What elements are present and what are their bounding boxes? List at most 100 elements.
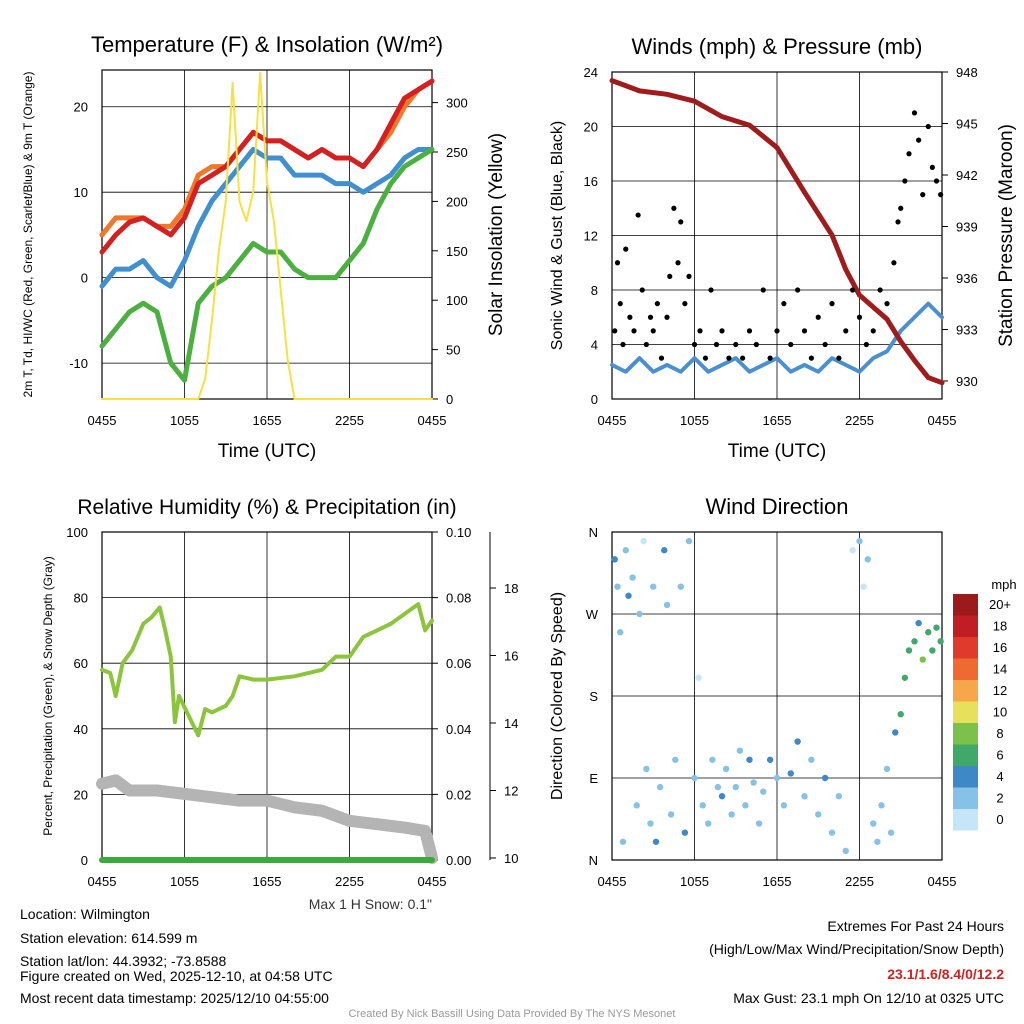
x-tick-label: 1655 xyxy=(763,874,792,889)
direction-point xyxy=(808,756,815,763)
gust-point xyxy=(795,287,801,293)
direction-point xyxy=(650,583,657,590)
y-tick-label: 20 xyxy=(584,120,598,135)
y2-tick-label: 948 xyxy=(956,65,978,80)
direction-point xyxy=(905,647,913,654)
gust-point xyxy=(719,328,725,334)
y-tick-label: -10 xyxy=(69,356,88,371)
latlon-text: Station lat/lon: 44.3932; -73.8588 xyxy=(20,953,227,969)
direction-point xyxy=(860,583,867,590)
y-axis-label: Percent, Precipitation (Green), & Snow D… xyxy=(41,556,55,835)
colorbar-label: 6 xyxy=(996,748,1003,763)
gust-point xyxy=(746,328,753,334)
x-tick-label: 0455 xyxy=(418,413,447,428)
extremes-title: Extremes For Past 24 Hours xyxy=(827,918,1004,934)
colorbar-swatch xyxy=(953,766,978,788)
max-gust-text: Max Gust: 23.1 mph On 12/10 at 0325 UTC xyxy=(733,990,1004,1006)
gust-point xyxy=(877,287,883,293)
gust-point xyxy=(650,328,656,334)
gust-point xyxy=(906,151,912,157)
colorbar-label: 4 xyxy=(996,769,1003,784)
direction-point xyxy=(617,629,624,636)
x-tick-label: 1655 xyxy=(253,874,282,889)
gust-point xyxy=(808,355,814,361)
gust-point xyxy=(767,355,773,361)
gust-point xyxy=(933,178,940,184)
direction-point xyxy=(766,756,774,763)
series-hi-wc xyxy=(99,146,435,289)
colorbar-title: mph xyxy=(991,577,1016,592)
gust-point xyxy=(801,328,808,334)
snow-tick-label: 18 xyxy=(504,581,518,596)
gust-point xyxy=(815,314,821,320)
x-tick-label: 1055 xyxy=(680,874,709,889)
direction-point xyxy=(929,647,936,654)
gust-point xyxy=(686,273,692,279)
direction-point xyxy=(705,820,712,827)
x-tick-label: 0455 xyxy=(928,413,957,428)
direction-point xyxy=(614,583,621,590)
y-tick-label: 100 xyxy=(66,525,88,540)
y-tick-label: W xyxy=(586,607,599,622)
colorbar-swatch xyxy=(953,744,978,766)
x-tick-label: 2255 xyxy=(335,874,364,889)
x-tick-label: 0455 xyxy=(598,874,627,889)
direction-point xyxy=(842,847,849,855)
x-tick-label: 0455 xyxy=(88,874,117,889)
direction-point xyxy=(619,838,627,845)
series-2m-td xyxy=(99,146,435,383)
direction-point xyxy=(652,838,660,845)
series-snow-depth xyxy=(96,774,438,864)
colorbar-label: 12 xyxy=(993,683,1007,698)
direction-point xyxy=(815,811,822,818)
y2-tick-label: 0 xyxy=(446,392,453,407)
series-2m-t xyxy=(99,78,435,255)
gust-point xyxy=(708,287,714,293)
gust-point xyxy=(895,219,901,225)
x-tick-label: 1055 xyxy=(680,413,709,428)
created-text: Figure created on Wed, 2025-12-10, at 04… xyxy=(20,968,333,984)
direction-point xyxy=(933,624,940,631)
gust-point xyxy=(891,260,897,266)
direction-point xyxy=(887,829,895,836)
x-tick-label: 0455 xyxy=(928,874,957,889)
gust-point xyxy=(760,287,766,293)
direction-point xyxy=(622,547,629,554)
x-tick-label: 1055 xyxy=(170,413,199,428)
gust-point xyxy=(843,328,849,334)
gust-point xyxy=(620,341,626,348)
direction-point xyxy=(722,765,730,773)
y-tick-label: 80 xyxy=(74,591,88,606)
direction-point xyxy=(699,802,706,809)
y2-tick-label: 200 xyxy=(446,194,468,209)
direction-point xyxy=(667,811,675,818)
gust-point xyxy=(627,314,633,320)
chart-title: Winds (mph) & Pressure (mb) xyxy=(632,34,923,59)
y-tick-label: 16 xyxy=(584,174,598,189)
y-tick-label: N xyxy=(589,853,598,868)
y2-tick-label: 0.10 xyxy=(446,525,471,540)
gust-point xyxy=(658,355,665,361)
gust-point xyxy=(614,260,621,266)
direction-point xyxy=(915,619,922,627)
gust-point xyxy=(836,355,842,361)
direction-point xyxy=(647,820,654,827)
gust-point xyxy=(863,341,869,348)
x-tick-label: 2255 xyxy=(845,413,874,428)
direction-point xyxy=(736,747,744,754)
y-tick-label: E xyxy=(589,771,598,786)
gust-point xyxy=(702,355,709,361)
gust-point xyxy=(623,246,629,252)
y2-tick-label: 300 xyxy=(446,96,468,111)
gust-point xyxy=(781,301,787,307)
gust-point xyxy=(911,110,918,116)
colorbar-swatch xyxy=(953,809,978,831)
direction-point xyxy=(732,783,739,791)
direction-point xyxy=(874,838,881,845)
gust-point xyxy=(774,328,780,334)
direction-point xyxy=(878,802,885,809)
series-sonic-wind xyxy=(610,301,944,374)
direction-point xyxy=(691,774,698,782)
direction-point xyxy=(911,638,918,645)
